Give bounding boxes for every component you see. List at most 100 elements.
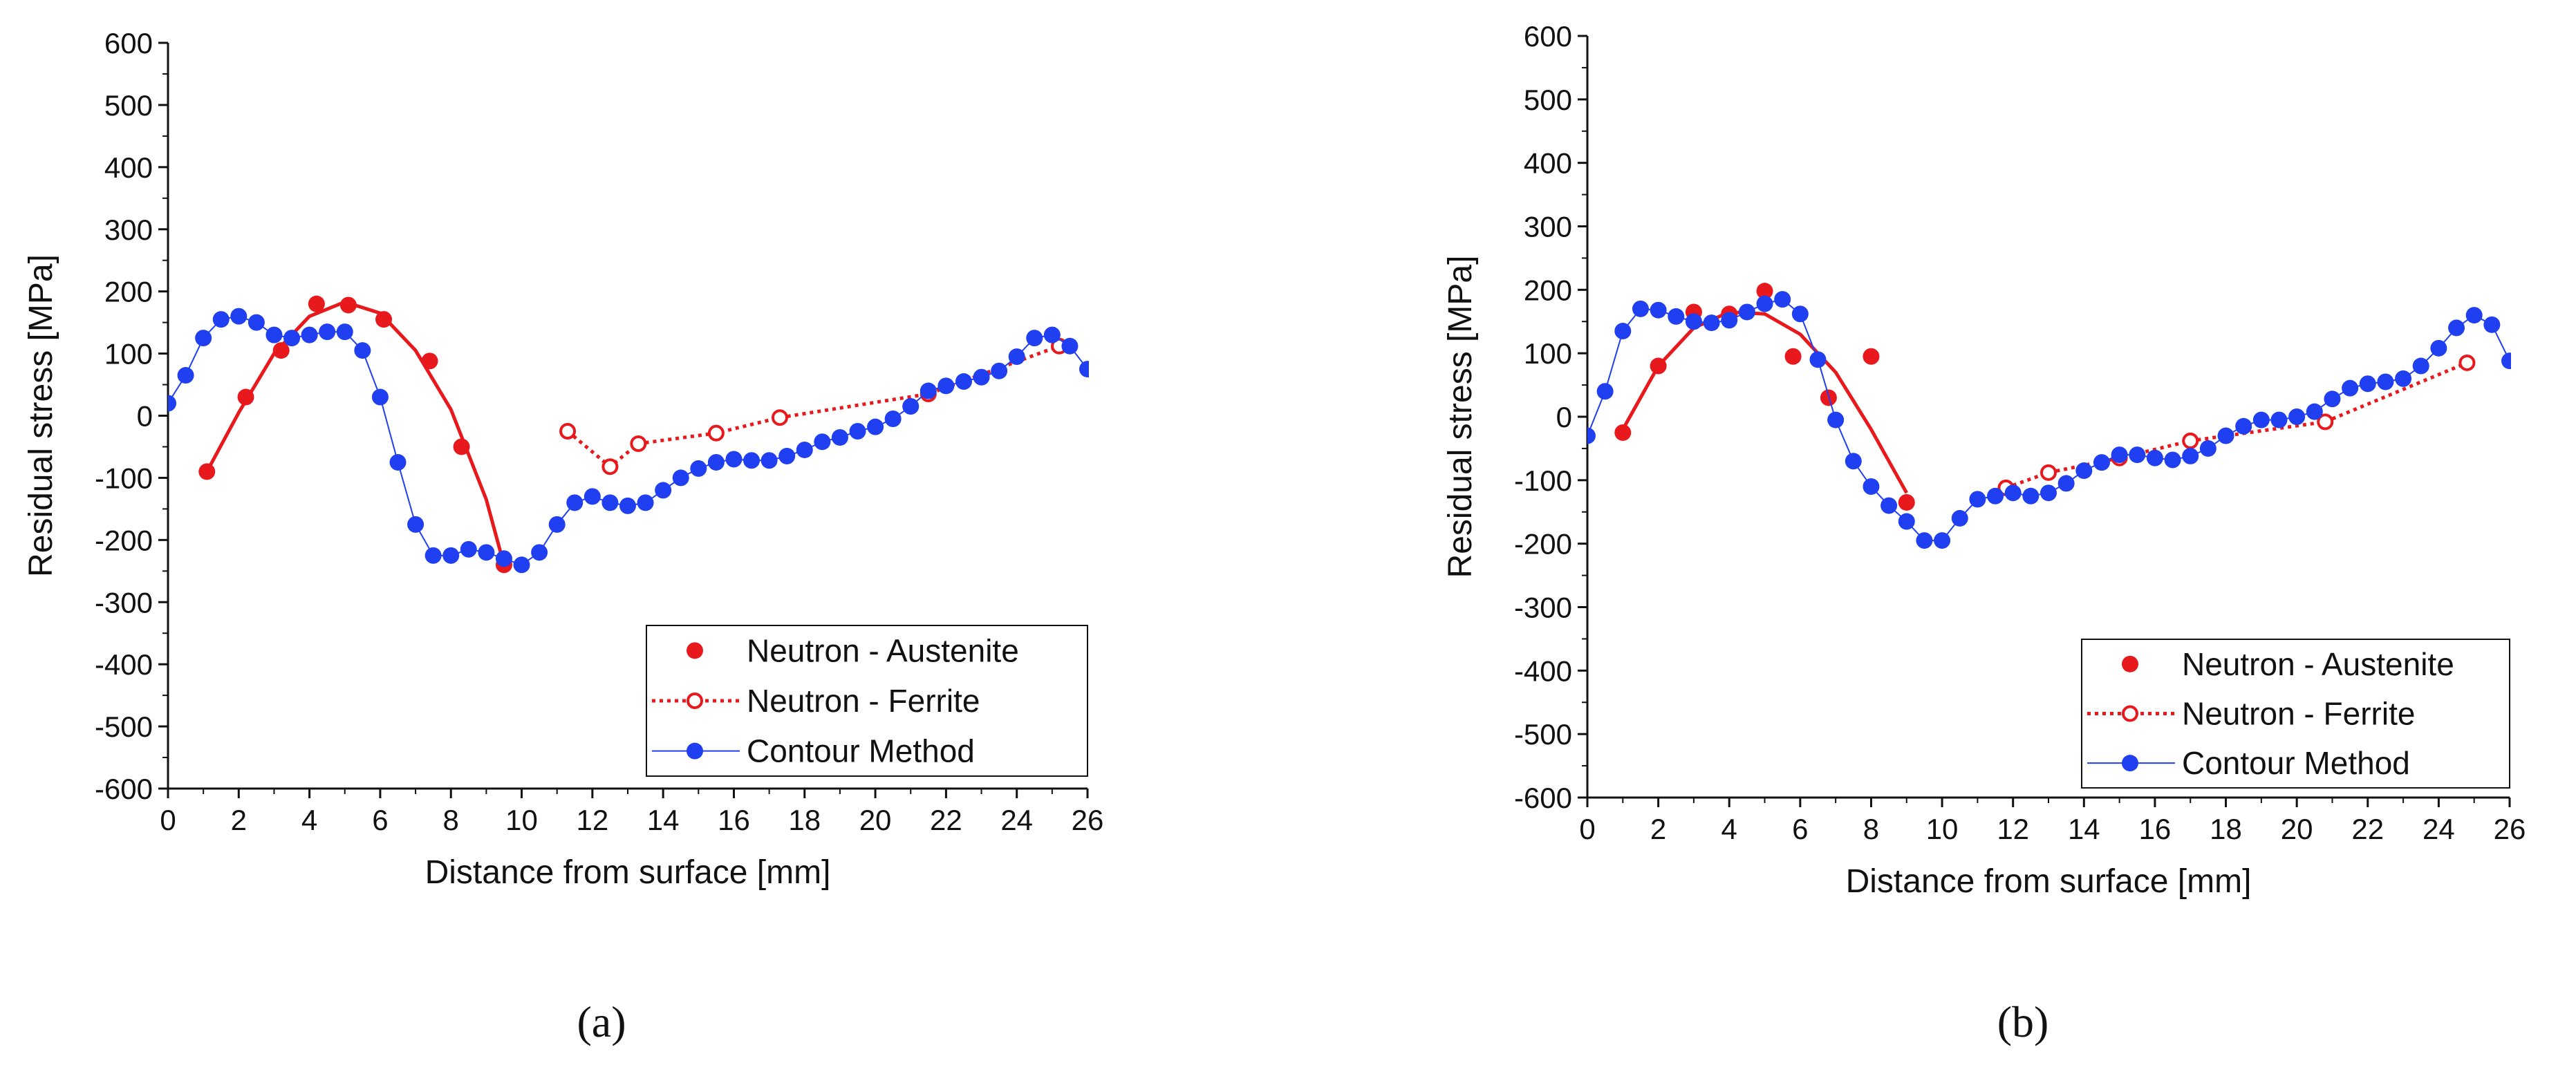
contour-method-point [1596,383,1614,400]
y-tick-label: -400 [1514,654,1572,687]
austenite-point [1863,348,1880,365]
legend-label: Neutron - Ferrite [2182,696,2415,732]
x-tick-label: 0 [160,804,176,836]
x-tick-label: 26 [2494,813,2526,845]
y-tick-label: 100 [104,338,153,370]
x-tick-label: 2 [231,804,247,836]
contour-method-point [2324,390,2341,408]
y-tick-label: -100 [95,462,153,494]
ferrite-point [2317,413,2334,431]
contour-method-point [2093,454,2110,471]
contour-method-point [2465,307,2483,324]
x-tick-label: 26 [1072,804,1104,836]
x-tick-label: 18 [2210,813,2242,845]
ferrite-point [2040,464,2057,481]
contour-method-point [1026,330,1043,347]
contour-method-point [2022,487,2040,505]
legend-symbol-ferrite [2122,705,2138,722]
x-tick-label: 4 [1721,813,1737,845]
contour-method-point [478,544,495,561]
x-tick-label: 4 [301,804,317,836]
y-tick-label: 0 [1556,401,1572,433]
austenite-point [308,295,325,312]
contour-method-point [2483,316,2501,333]
y-axis-title: Residual stress [MPa] [1442,256,1479,578]
contour-method-point [973,368,990,386]
contour-method-point [831,428,848,446]
contour-method-point [655,482,672,499]
y-tick-label: 100 [1524,337,1572,370]
contour-method-point [672,469,689,487]
contour-method-point [707,453,725,471]
contour-method-point [1685,313,1702,330]
legend-label: Contour Method [2182,745,2410,781]
contour-method-point [531,544,548,561]
contour-method-point [778,447,796,464]
legend-label: Neutron - Ferrite [747,683,980,719]
y-tick-label: -300 [95,586,153,619]
x-tick-label: 24 [1000,804,1033,836]
legend-symbol-ferrite [687,692,703,709]
contour-method-point [1668,308,1685,325]
y-tick-label: 0 [137,400,153,433]
y-tick-label: -300 [1514,592,1572,624]
plot-area [1587,283,2511,549]
contour-method-point [1738,303,1755,321]
austenite-fit-curve [1621,310,1908,494]
contour-method-point [814,433,831,451]
x-tick-label: 22 [930,804,962,836]
contour-method-point [1863,478,1880,496]
contour-method-point [2359,375,2376,393]
y-tick-label: 400 [1524,147,1572,180]
contour-method-point [424,547,442,564]
contour-method-point [1951,509,1968,527]
contour-method-point [168,395,176,412]
legend: Neutron - Austenite Neutron - Ferrite Cont… [646,625,1088,777]
contour-method-point [566,494,584,511]
contour-method-point [690,460,707,477]
contour-method-point [743,452,760,469]
ferrite-point [771,409,788,426]
ferrite-dotted-line [2005,361,2468,490]
contour-method-point [319,323,336,341]
ferrite-point [630,435,647,452]
contour-method-point [867,418,884,435]
austenite-point [1756,283,1773,300]
contour-method-point [2146,449,2163,466]
contour-method-point [389,453,407,471]
x-tick-label: 16 [718,804,750,836]
austenite-point [1614,424,1632,441]
ferrite-point [2458,354,2476,371]
x-tick-label: 18 [788,804,821,836]
y-tick-label: 500 [1524,84,1572,116]
legend-box [2081,639,2510,789]
contour-method-point [2235,417,2252,435]
contour-method-point [1987,487,2004,505]
y-tick-label: 600 [104,27,153,59]
contour-method-point [336,323,353,341]
contour-method-point [2111,446,2128,464]
contour-method-point [796,441,813,458]
contour-method-point [1969,491,1986,508]
contour-method-point [177,367,194,384]
panel-label: (a) [577,997,626,1046]
contour-method-point [760,452,778,469]
x-tick-label: 6 [1792,813,1808,845]
contour-method-point [2270,411,2288,428]
contour-method-point [2377,373,2394,390]
contour-method-point [1632,300,1649,317]
contour-method-point [1587,427,1596,444]
contour-method-point [2164,451,2181,469]
contour-method-point [2501,352,2511,370]
x-tick-label: 20 [2281,813,2313,845]
x-tick-label: 0 [1579,813,1595,845]
x-tick-label: 14 [647,804,680,836]
contour-method-point [2430,339,2447,357]
x-tick-label: 2 [1650,813,1666,845]
contour-method-point [2075,462,2093,480]
legend-symbol-contour [687,742,703,760]
contour-method-point [902,398,920,415]
x-tick-label: 10 [1926,813,1959,845]
contour-method-point [849,422,866,440]
